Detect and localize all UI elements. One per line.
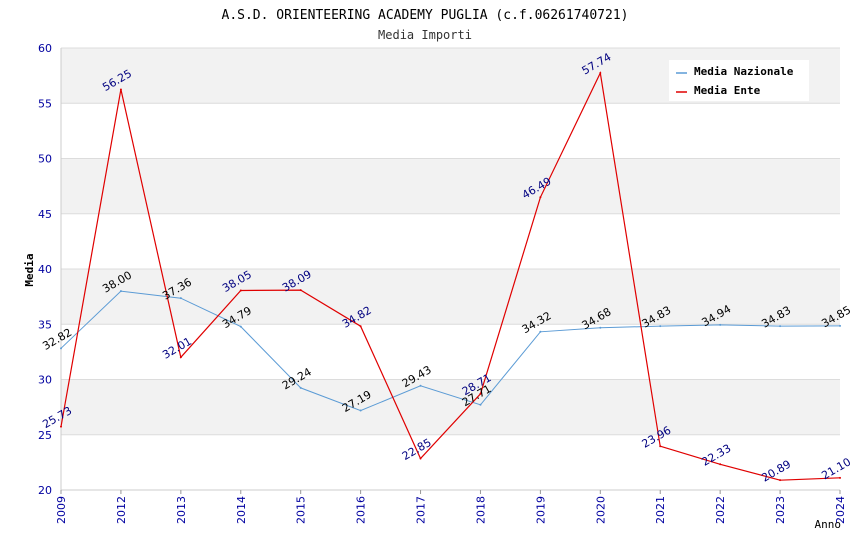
data-point-media-nazionale: [60, 347, 62, 350]
x-tick-label: 2023: [774, 496, 787, 524]
data-point-media-ente: [839, 476, 841, 479]
legend-box: [669, 60, 809, 101]
data-point-media-ente: [359, 325, 362, 328]
x-tick-label: 2019: [534, 496, 547, 524]
x-axis-title: Anno: [815, 518, 842, 531]
data-point-media-ente: [479, 392, 482, 395]
legend-label-media-ente: Media Ente: [694, 84, 761, 97]
series-line-media-ente: [60, 71, 841, 481]
y-tick-label: 45: [38, 208, 52, 221]
data-point-media-nazionale: [119, 290, 122, 293]
data-point-media-ente: [719, 463, 722, 466]
data-point-media-ente: [419, 457, 422, 460]
y-tick-label: 25: [38, 429, 52, 442]
x-tick-label: 2014: [235, 496, 248, 524]
data-point-media-nazionale: [839, 324, 841, 327]
data-point-media-ente: [239, 289, 242, 292]
plot-band: [61, 269, 840, 325]
grid-lines: [60, 47, 840, 491]
y-tick-label: 50: [38, 153, 52, 166]
x-tick-label: 2015: [295, 496, 308, 524]
x-tick-label: 2017: [415, 496, 428, 524]
data-point-media-nazionale: [599, 326, 602, 329]
data-point-media-ente: [539, 196, 542, 199]
legend-label-media-nazionale: Media Nazionale: [694, 65, 794, 78]
data-point-media-nazionale: [359, 409, 362, 412]
legend: Media Nazionale Media Ente: [669, 60, 809, 101]
y-tick-label: 40: [38, 263, 52, 276]
x-tick-label: 2018: [474, 496, 487, 524]
data-point-media-ente: [779, 479, 782, 482]
series-layer: [60, 71, 841, 482]
chart-subtitle: Media Importi: [378, 28, 472, 42]
data-point-media-nazionale: [179, 297, 182, 300]
x-tick-label: 2016: [355, 496, 368, 524]
data-point-media-ente: [599, 71, 602, 74]
data-point-media-nazionale: [659, 325, 662, 328]
data-point-media-nazionale: [539, 330, 542, 333]
data-point-media-ente: [119, 88, 122, 91]
series-line-media-nazionale: [60, 290, 841, 412]
data-point-media-ente: [179, 356, 182, 359]
y-tick-label: 20: [38, 484, 52, 497]
x-tick-label: 2022: [714, 496, 727, 524]
y-tick-label: 35: [38, 318, 52, 331]
x-tick-label: 2012: [115, 496, 128, 524]
data-point-media-nazionale: [719, 323, 722, 326]
y-axis-ticks: 20 25 30 35 40 45 50 55 60: [38, 42, 52, 497]
x-tick-label: 2020: [594, 496, 607, 524]
x-tick-label: 2024: [834, 496, 847, 524]
y-tick-label: 60: [38, 42, 52, 55]
y-tick-label: 30: [38, 374, 52, 387]
data-point-media-nazionale: [479, 403, 482, 406]
data-point-media-nazionale: [779, 325, 782, 328]
x-tick-label: 2021: [654, 496, 667, 524]
x-tick-label: 2009: [55, 496, 68, 524]
chart-title: A.S.D. ORIENTEERING ACADEMY PUGLIA (c.f.…: [222, 8, 629, 23]
data-point-media-nazionale: [419, 384, 422, 387]
y-tick-label: 55: [38, 97, 52, 110]
x-axis-ticks: 2009 2012 2013 2014 2015 2016 2017 2018 2019 2020…: [55, 490, 847, 524]
x-tick-label: 2013: [175, 496, 188, 524]
data-point-media-ente: [60, 425, 62, 428]
data-point-media-nazionale: [239, 325, 242, 328]
plot-band: [61, 158, 840, 214]
y-axis-title: Media: [23, 253, 36, 286]
data-point-media-ente: [659, 445, 662, 448]
data-point-media-ente: [299, 289, 302, 292]
data-point-media-nazionale: [299, 386, 302, 389]
